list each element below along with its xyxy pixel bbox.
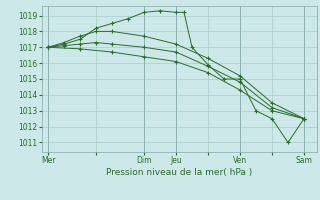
X-axis label: Pression niveau de la mer( hPa ): Pression niveau de la mer( hPa ): [106, 168, 252, 177]
